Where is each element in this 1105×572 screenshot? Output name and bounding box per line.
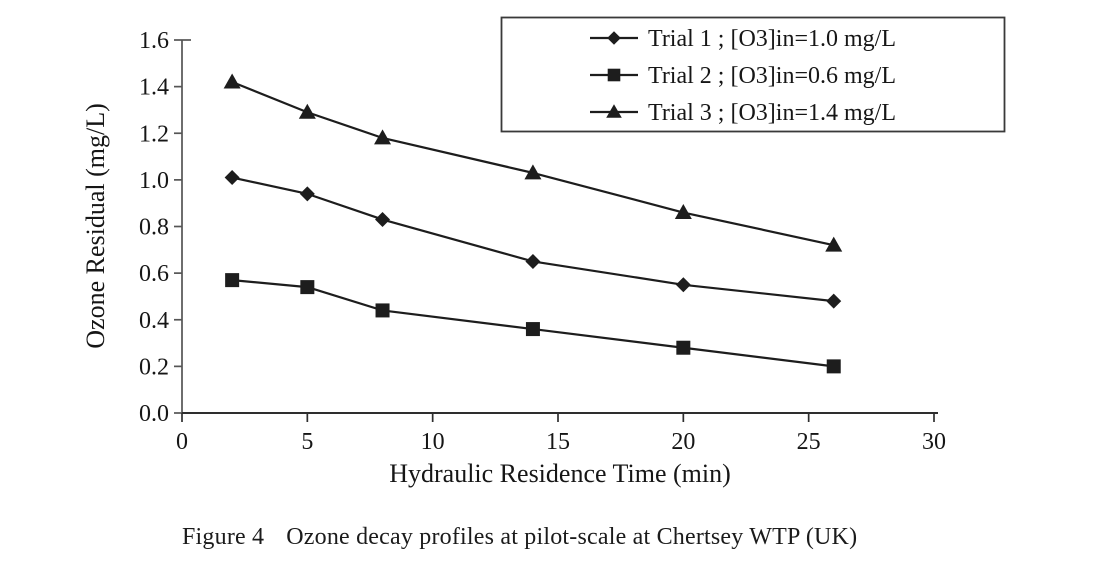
x-tick-label: 5 — [301, 429, 313, 455]
y-tick-label: 0.2 — [139, 354, 169, 380]
series-1-marker — [675, 277, 691, 293]
figure-caption-label: Figure 4 — [182, 524, 265, 550]
figure-caption: Figure 4 Ozone decay profiles at pilot-sc… — [182, 524, 857, 551]
legend-box — [500, 16, 1006, 133]
y-tick-label: 0.0 — [139, 401, 169, 427]
x-tick-label: 30 — [922, 429, 946, 455]
legend-row-2-marker — [607, 68, 621, 82]
legend-row-3-marker — [606, 104, 622, 118]
series-1-marker — [525, 253, 541, 269]
series-2-marker — [225, 273, 240, 288]
series-3-marker — [674, 204, 692, 220]
series-3-marker — [298, 103, 316, 119]
series-2-marker — [826, 359, 841, 374]
y-tick-label: 1.6 — [139, 28, 169, 54]
x-tick-label: 25 — [797, 429, 821, 455]
x-tick-label: 0 — [176, 429, 188, 455]
y-tick-label: 0.8 — [139, 215, 169, 241]
series-3-marker — [825, 236, 843, 252]
series-1-marker — [224, 170, 240, 186]
y-tick-label: 1.0 — [139, 168, 169, 194]
legend-row-1-label: Trial 1 ; [O3]in=1.0 mg/L — [648, 26, 896, 52]
legend-row-1-marker — [607, 31, 621, 45]
series-1-marker — [299, 186, 315, 202]
x-tick-label: 15 — [546, 429, 570, 455]
ozone-decay-chart: 0.0 0.2 0.4 0.6 0.8 1.0 1.2 1.4 1.6 0 5 10 15 20 25 30 H… — [81, 16, 1006, 488]
series-2-marker — [375, 303, 390, 318]
figure-caption-text: Ozone decay profiles at pilot-scale at C… — [286, 524, 858, 550]
series-1-line — [231, 176, 834, 303]
series-3-marker — [524, 164, 542, 180]
series-2-line — [232, 279, 834, 368]
y-tick-label: 1.2 — [139, 121, 169, 147]
series-2-marker — [676, 340, 691, 355]
series-1-marker — [826, 293, 842, 309]
series-1-marker — [375, 212, 391, 228]
series-3-marker — [223, 73, 241, 89]
y-tick-label: 0.4 — [139, 308, 169, 334]
legend-row-2-label: Trial 2 ; [O3]in=0.6 mg/L — [648, 63, 896, 89]
y-tick-label: 0.6 — [139, 261, 169, 287]
x-tick-label: 10 — [421, 429, 445, 455]
y-axis-title: Ozone Residual (mg/L) — [81, 103, 110, 349]
series-3-line — [231, 80, 834, 247]
series-2-marker — [525, 322, 540, 337]
x-tick-label: 20 — [671, 429, 695, 455]
series-2-marker — [300, 280, 315, 295]
y-tick-label: 1.4 — [139, 75, 169, 101]
series-3-marker — [374, 129, 392, 145]
legend-row-3-label: Trial 3 ; [O3]in=1.4 mg/L — [648, 100, 896, 126]
x-axis-title: Hydraulic Residence Time (min) — [389, 459, 731, 488]
